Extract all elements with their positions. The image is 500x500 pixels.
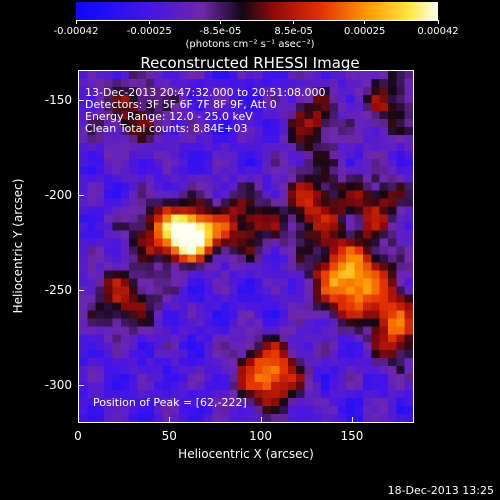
- colorbar-tick: [148, 20, 150, 24]
- annotation-time-range: 13-Dec-2013 20:47:32.000 to 20:51:08.000: [85, 86, 326, 99]
- annotation-energy-range: Energy Range: 12.0 - 25.0 keV: [85, 110, 253, 123]
- y-tick-label: -150: [44, 93, 72, 108]
- colorbar: [76, 2, 438, 20]
- colorbar-gradient: [76, 2, 438, 20]
- x-tick-label: 50: [161, 429, 177, 443]
- x-tick-label: 0: [74, 429, 82, 443]
- annotation-detectors: Detectors: 3F 5F 6F 7F 8F 9F, Att 0: [85, 98, 277, 111]
- y-tick: [78, 100, 84, 102]
- colorbar-tick-label: 0.00025: [344, 26, 386, 37]
- timestamp: 18-Dec-2013 13:25: [387, 484, 494, 497]
- x-tick: [78, 417, 79, 423]
- x-axis-ticks: 0 50 100 150: [74, 417, 414, 443]
- x-tick: [351, 417, 353, 423]
- colorbar-tick-label: -0.00025: [126, 26, 172, 37]
- colorbar-ticks: -0.00042 -0.00025 -8.5e-05 8.5e-05 0.00025 0.…: [54, 20, 459, 60]
- colorbar-tick: [364, 20, 366, 24]
- colorbar-units: (photons cm⁻² s⁻¹ asec⁻²): [185, 39, 315, 50]
- y-tick: [78, 195, 84, 197]
- colorbar-tick: [75, 20, 77, 24]
- x-axis-label: Heliocentric X (arcsec): [178, 447, 314, 461]
- colorbar-tick-label: -0.00042: [53, 26, 99, 37]
- colorbar-tick: [219, 20, 221, 24]
- colorbar-tick-label: 0.00042: [417, 26, 459, 37]
- colorbar-tick-label: -8.5e-05: [199, 26, 242, 37]
- y-tick: [78, 385, 84, 387]
- colorbar-tick: [293, 20, 295, 24]
- y-tick: [78, 290, 84, 292]
- y-axis-label: Heliocentric Y (arcsec): [11, 178, 25, 314]
- x-tick: [260, 417, 262, 423]
- annotation-clean-counts: Clean Total counts: 8.84E+03: [85, 122, 248, 135]
- y-axis-ticks: -300 -250 -200 -150: [0, 70, 84, 423]
- y-tick-label: -300: [44, 378, 72, 393]
- x-tick-label: 100: [249, 429, 273, 443]
- peak-position-label: Position of Peak = [62,-222]: [93, 396, 247, 409]
- colorbar-tick-label: 8.5e-05: [274, 26, 313, 37]
- heatmap-plot: 13-Dec-2013 20:47:32.000 to 20:51:08.000…: [78, 70, 414, 423]
- y-tick-label: -250: [44, 283, 72, 298]
- x-tick-label: 150: [340, 429, 364, 443]
- heatmap-image: [79, 71, 413, 422]
- colorbar-tick: [437, 20, 439, 24]
- y-tick-label: -200: [44, 188, 72, 203]
- plot-title: Reconstructed RHESSI Image: [140, 54, 360, 72]
- colorbar-axis: [76, 20, 438, 21]
- x-tick: [169, 417, 171, 423]
